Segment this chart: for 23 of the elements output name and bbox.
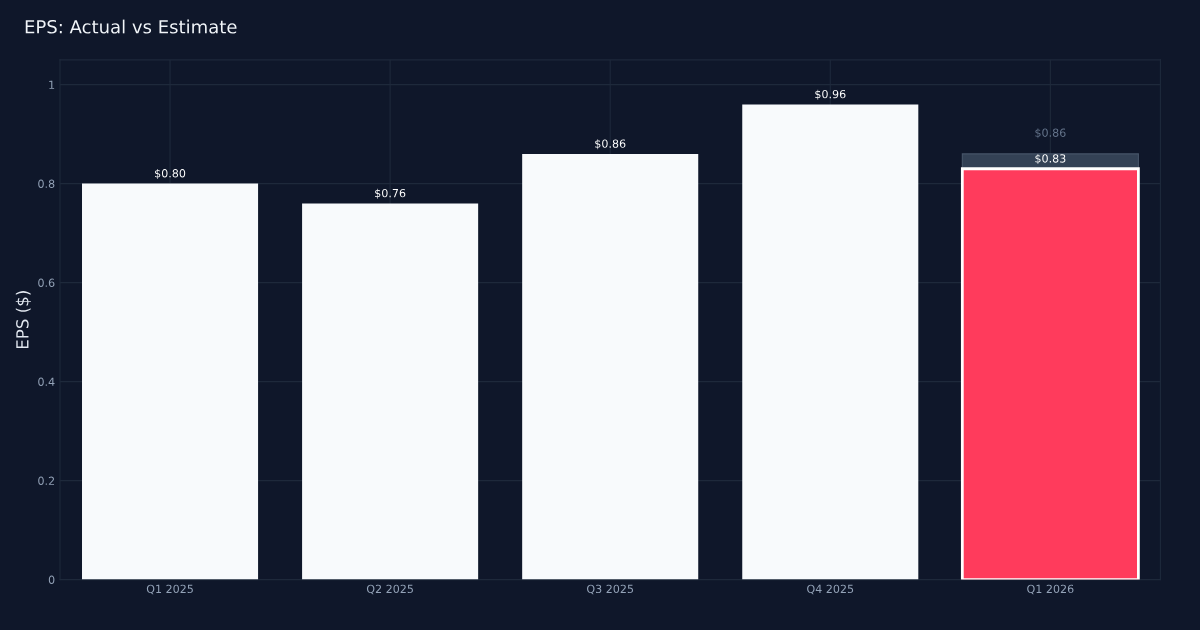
y-tick-label: 0.4 <box>38 377 55 386</box>
data-label: $0.96 <box>815 89 846 100</box>
y-axis-title: EPS ($) <box>15 291 31 349</box>
data-label: $0.83 <box>1035 154 1066 165</box>
y-tick-label: 0.8 <box>38 179 55 188</box>
bar <box>742 104 919 580</box>
x-tick-label: Q1 2025 <box>146 584 193 595</box>
y-tick-label: 1 <box>49 80 55 89</box>
x-tick-label: Q1 2026 <box>1027 584 1074 595</box>
data-label: $0.86 <box>595 139 626 150</box>
y-tick-label: 0.2 <box>38 476 55 485</box>
x-tick-label: Q4 2025 <box>807 584 854 595</box>
chart-title: EPS: Actual vs Estimate <box>25 19 237 34</box>
y-tick-label: 0 <box>48 575 55 584</box>
y-tick-label: 0.6 <box>38 278 55 287</box>
bar <box>522 153 699 580</box>
data-label: $0.86 <box>1035 128 1066 139</box>
data-label: $0.76 <box>375 188 406 199</box>
data-label: $0.80 <box>155 168 186 179</box>
bar <box>82 183 259 580</box>
x-tick-label: Q3 2025 <box>587 584 634 595</box>
bar <box>302 203 479 580</box>
x-tick-label: Q2 2025 <box>366 584 413 595</box>
